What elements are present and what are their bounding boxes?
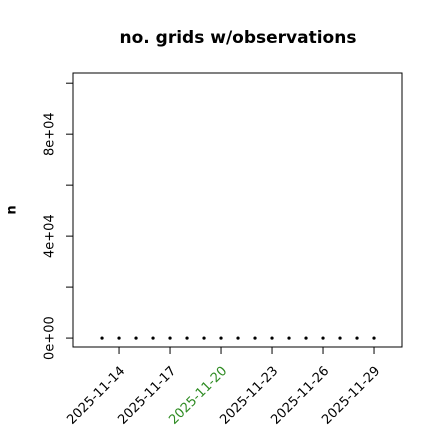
point [151, 336, 155, 340]
point [168, 336, 172, 340]
point [117, 336, 121, 340]
chart-title: no. grids w/observations [120, 28, 357, 48]
point [134, 336, 138, 340]
y-tick-label: 8e+04 [43, 112, 58, 156]
point [355, 336, 359, 340]
point [287, 336, 291, 340]
point [185, 336, 189, 340]
point [253, 336, 257, 340]
point [304, 336, 308, 340]
point [236, 336, 240, 340]
point [372, 336, 376, 340]
y-axis-label: n [5, 205, 20, 214]
point [219, 336, 223, 340]
point [202, 336, 206, 340]
y-tick-label: 0e+00 [43, 316, 58, 360]
point [100, 336, 104, 340]
point [338, 336, 342, 340]
y-tick-label: 4e+04 [43, 214, 58, 258]
point [270, 336, 274, 340]
plot-box [72, 72, 403, 348]
point [321, 336, 325, 340]
